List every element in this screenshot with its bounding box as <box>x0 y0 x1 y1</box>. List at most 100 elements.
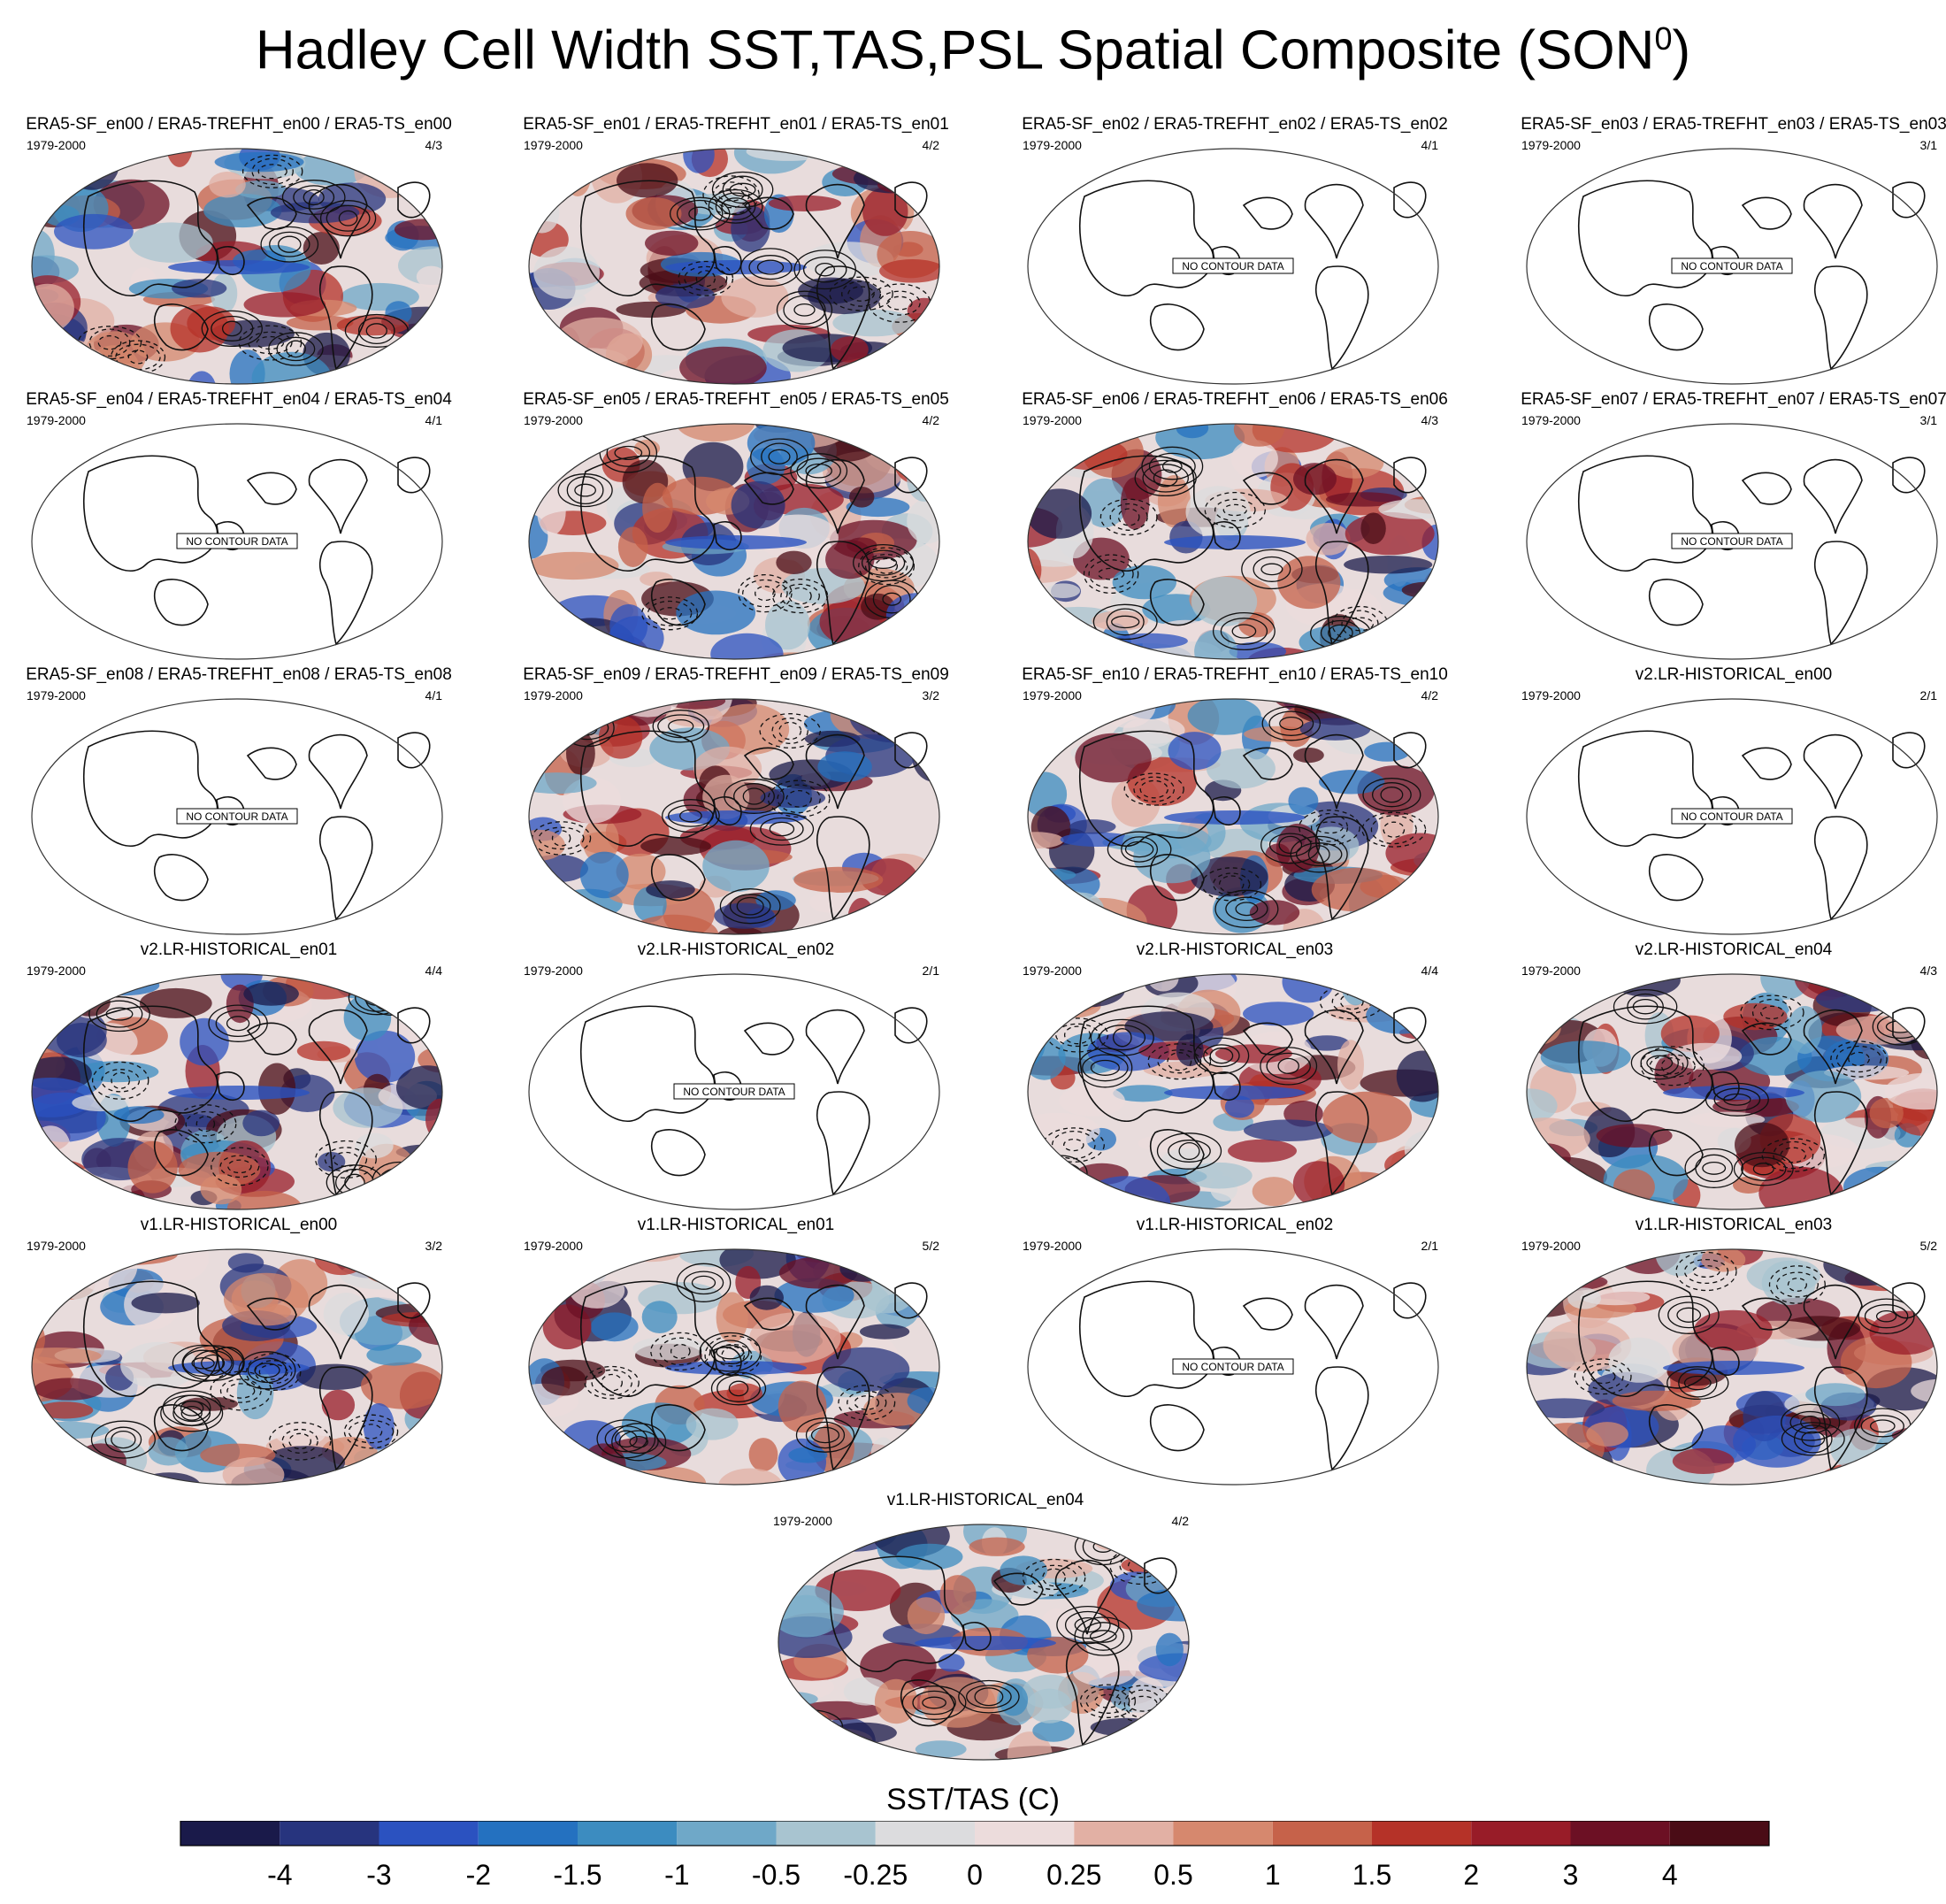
colorbar-tick-label: -1.5 <box>553 1859 601 1891</box>
sst-anomaly-map <box>778 1524 1190 1761</box>
sst-anomaly-map <box>528 698 940 935</box>
panel-period: 1979-2000 <box>773 1514 832 1528</box>
panel-period: 1979-2000 <box>1521 138 1581 152</box>
no-contour-box <box>1172 1358 1294 1375</box>
map-border <box>528 973 940 1210</box>
anomaly-field <box>529 149 939 384</box>
panel-title: ERA5-SF_en05 / ERA5-TREFHT_en05 / ERA5-T… <box>523 390 949 409</box>
map-border <box>528 698 940 935</box>
no-contour-label: NO CONTOUR DATA <box>1681 260 1782 273</box>
panel-title: v2.LR-HISTORICAL_en03 <box>1136 940 1334 959</box>
panel-count: 2/1 <box>922 964 939 978</box>
coastline <box>580 180 928 371</box>
colorbar-tick-label: -0.25 <box>843 1859 908 1891</box>
panel-period: 1979-2000 <box>1023 688 1082 702</box>
map-panel: v2.LR-HISTORICAL_en01 1979-2000 4/4 <box>9 940 469 1215</box>
coastline <box>83 180 431 371</box>
no-contour-box <box>176 808 298 825</box>
coastline <box>1578 730 1926 921</box>
panel-count: 2/1 <box>1421 1239 1438 1253</box>
panel-title: v1.LR-HISTORICAL_en02 <box>1136 1216 1334 1234</box>
colorbar-segment <box>875 1821 976 1846</box>
coastline <box>83 1005 431 1196</box>
map-border <box>1027 698 1439 935</box>
panel-count: 3/2 <box>922 688 939 702</box>
no-contour-label: NO CONTOUR DATA <box>1182 260 1283 273</box>
panel-title: ERA5-SF_en00 / ERA5-TREFHT_en00 / ERA5-T… <box>26 115 452 134</box>
no-contour-label: NO CONTOUR DATA <box>1681 535 1782 548</box>
panel-period: 1979-2000 <box>524 138 583 152</box>
no-contour-label: NO CONTOUR DATA <box>186 810 287 823</box>
panel-period: 1979-2000 <box>524 1239 583 1253</box>
panel-count: 4/4 <box>1421 964 1438 978</box>
panel-count: 4/3 <box>1919 964 1937 978</box>
map-panel: ERA5-SF_en03 / ERA5-TREFHT_en03 / ERA5-T… <box>1504 115 1946 389</box>
colorbar-tick-label: 1 <box>1265 1859 1281 1891</box>
panel-period: 1979-2000 <box>27 1239 86 1253</box>
panel-count: 2/1 <box>1919 688 1937 702</box>
panel-title: ERA5-SF_en06 / ERA5-TREFHT_en06 / ERA5-T… <box>1022 390 1448 409</box>
panel-count: 5/2 <box>922 1239 939 1253</box>
panel-title: v1.LR-HISTORICAL_en04 <box>886 1491 1084 1509</box>
colorbar-segment <box>1372 1821 1472 1846</box>
no-contour-box <box>673 1083 795 1100</box>
anomaly-field <box>32 974 442 1209</box>
map-panel: v1.LR-HISTORICAL_en00 1979-2000 3/2 <box>9 1216 469 1490</box>
no-contour-box <box>176 533 298 549</box>
panel-title: ERA5-SF_en04 / ERA5-TREFHT_en04 / ERA5-T… <box>26 390 452 409</box>
psl-contours <box>557 433 920 631</box>
coastline <box>580 1005 928 1196</box>
map-border <box>1526 698 1938 935</box>
panel-period: 1979-2000 <box>27 413 86 427</box>
panel-title: ERA5-SF_en10 / ERA5-TREFHT_en10 / ERA5-T… <box>1022 665 1448 684</box>
map-panel: ERA5-SF_en07 / ERA5-TREFHT_en07 / ERA5-T… <box>1504 390 1946 664</box>
panel-period: 1979-2000 <box>1023 138 1082 152</box>
panel-count: 5/2 <box>1919 1239 1937 1253</box>
panel-title: ERA5-SF_en08 / ERA5-TREFHT_en08 / ERA5-T… <box>26 665 452 684</box>
panel-period: 1979-2000 <box>524 964 583 978</box>
empty-map: NO CONTOUR DATA <box>1027 148 1439 385</box>
colorbar-tick-label: 2 <box>1463 1859 1479 1891</box>
colorbar-tick-label: 0.5 <box>1153 1859 1192 1891</box>
colorbar-title: SST/TAS (C) <box>886 1783 1060 1816</box>
coastline <box>580 1280 928 1471</box>
colorbar-segment <box>379 1821 479 1846</box>
colorbar-tick-label: 0 <box>967 1859 983 1891</box>
map-border <box>1526 1248 1938 1486</box>
colorbar-tick-label: 4 <box>1662 1859 1678 1891</box>
anomaly-field <box>529 424 939 659</box>
colorbar-tick-label: 0.25 <box>1046 1859 1101 1891</box>
colorbar-segment <box>1074 1821 1174 1846</box>
map-border <box>1526 423 1938 660</box>
map-border <box>31 148 443 385</box>
map-panel: v1.LR-HISTORICAL_en02 1979-2000 2/1 NO CONT… <box>1005 1216 1465 1490</box>
psl-contours <box>1107 705 1427 928</box>
no-contour-box <box>1671 257 1793 274</box>
anomaly-field <box>529 1249 939 1485</box>
coastline <box>1578 1280 1926 1471</box>
sst-anomaly-map <box>528 148 940 385</box>
panel-title: ERA5-SF_en01 / ERA5-TREFHT_en01 / ERA5-T… <box>523 115 949 134</box>
panel-count: 4/2 <box>922 413 939 427</box>
panel-count: 4/2 <box>1421 688 1438 702</box>
empty-map: NO CONTOUR DATA <box>31 698 443 935</box>
colorbar-tick-label: -0.5 <box>752 1859 801 1891</box>
no-contour-label: NO CONTOUR DATA <box>683 1086 785 1098</box>
map-panel: ERA5-SF_en06 / ERA5-TREFHT_en06 / ERA5-T… <box>1005 390 1465 664</box>
map-border <box>1027 973 1439 1210</box>
panel-title: v1.LR-HISTORICAL_en01 <box>637 1216 835 1234</box>
map-panel: ERA5-SF_en00 / ERA5-TREFHT_en00 / ERA5-T… <box>9 115 469 389</box>
panel-title: ERA5-SF_en03 / ERA5-TREFHT_en03 / ERA5-T… <box>1521 115 1946 134</box>
figure-title: Hadley Cell Width SST,TAS,PSL Spatial Co… <box>255 19 1691 81</box>
panel-count: 4/3 <box>1421 413 1438 427</box>
sst-anomaly-map <box>31 1248 443 1486</box>
coastline <box>1079 1005 1427 1196</box>
panel-period: 1979-2000 <box>524 688 583 702</box>
map-border <box>1027 148 1439 385</box>
panel-count: 4/2 <box>1171 1514 1189 1528</box>
panel-title: v1.LR-HISTORICAL_en00 <box>140 1216 338 1234</box>
sst-anomaly-map <box>528 1248 940 1486</box>
colorbar-segment <box>1272 1821 1373 1846</box>
colorbar-segment <box>280 1821 379 1846</box>
map-panel: ERA5-SF_en09 / ERA5-TREFHT_en09 / ERA5-T… <box>506 665 966 940</box>
